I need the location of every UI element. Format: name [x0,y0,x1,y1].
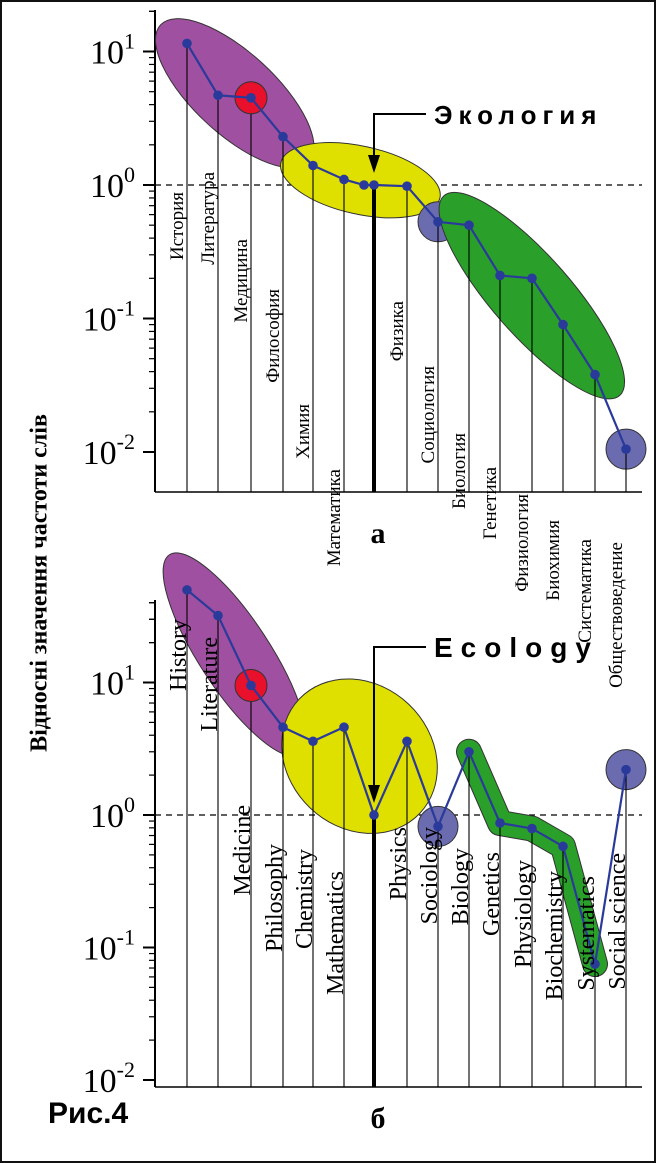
category-label: Sociology [417,827,443,924]
category-label: Physiology [511,860,537,968]
data-point [213,610,223,621]
data-point [402,736,412,747]
data-point [308,736,318,747]
data-point [590,959,600,969]
data-point [402,181,412,191]
category-label: Систематика [575,538,596,642]
category-label: Обществоведение [606,542,627,688]
data-point [278,131,288,142]
y-tick-label: 10-2 [83,1057,135,1100]
data-point [590,369,600,380]
data-point [527,273,537,284]
data-point [213,90,223,101]
panel-a-letter: а [370,517,386,550]
callout-label-b: Ecology [434,632,599,663]
data-point [621,444,631,454]
y-tick-label: 100 [90,162,135,205]
data-point [433,821,443,832]
category-label: Social science [605,853,631,990]
category-label: История [167,192,188,260]
data-point [495,270,505,281]
category-label: History [166,619,192,691]
category-label: Социология [418,366,439,464]
callout-line-b [373,646,426,793]
y-axis-title: Відносні значення частоти слів [26,414,53,752]
category-label: Математика [324,468,345,566]
data-point [339,722,349,732]
category-label: Chemistry [292,849,318,949]
panel-b-letter: б [370,1102,386,1135]
data-point [527,823,537,834]
y-tick-label: 100 [90,792,135,835]
data-point [433,217,443,227]
category-label: Literature [197,637,223,732]
data-point [182,585,192,595]
category-label: Химия [293,404,314,459]
data-point [558,319,568,330]
cluster-ellipse [280,142,441,219]
category-label: Литература [198,171,219,264]
category-label: Mathematics [323,871,349,995]
data-point [464,746,474,757]
category-label: Systematics [574,876,600,991]
data-point [359,180,369,190]
figure-caption: Рис.4 [48,1097,129,1130]
panel-a: 101 100 10-1 10-2 История Литература Медицина Ф… [83,10,647,688]
data-point [464,220,474,230]
category-label: Medicine [230,805,256,896]
data-point [495,818,505,828]
y-tick-label: 101 [90,29,135,72]
data-point [308,160,318,171]
y-tick-label: 10-1 [83,296,135,339]
data-point [558,841,568,852]
category-label: Physics [386,827,412,900]
category-label: Philosophy [262,844,288,952]
category-label: Biochemistry [542,871,568,1000]
data-point [339,174,349,185]
category-label: Genetics [479,852,505,936]
category-label: Философия [263,289,284,383]
callout-label-a: Экология [434,100,602,130]
callout-line-a [373,113,426,163]
callout-arrowhead-a [368,155,380,173]
cluster-ellipse [281,678,438,834]
callout-arrowhead-b [368,785,380,803]
category-label: Медицина [231,238,252,322]
category-label: Biology [448,848,474,925]
category-label: Генетика [480,466,501,539]
data-point [182,38,192,49]
category-label: Биохимия [543,520,564,601]
data-point [369,180,379,190]
y-tick-label: 10-2 [83,429,135,472]
data-point [246,680,256,691]
category-label: Биология [449,433,470,509]
category-label: Физика [387,300,408,361]
data-point [278,722,288,732]
y-tick-label: 10-1 [83,925,135,968]
data-point [621,764,631,775]
category-label: Физиология [512,494,533,592]
y-tick-label: 101 [90,660,135,703]
data-point [246,92,256,103]
series-line [186,42,628,450]
data-point [369,810,379,820]
